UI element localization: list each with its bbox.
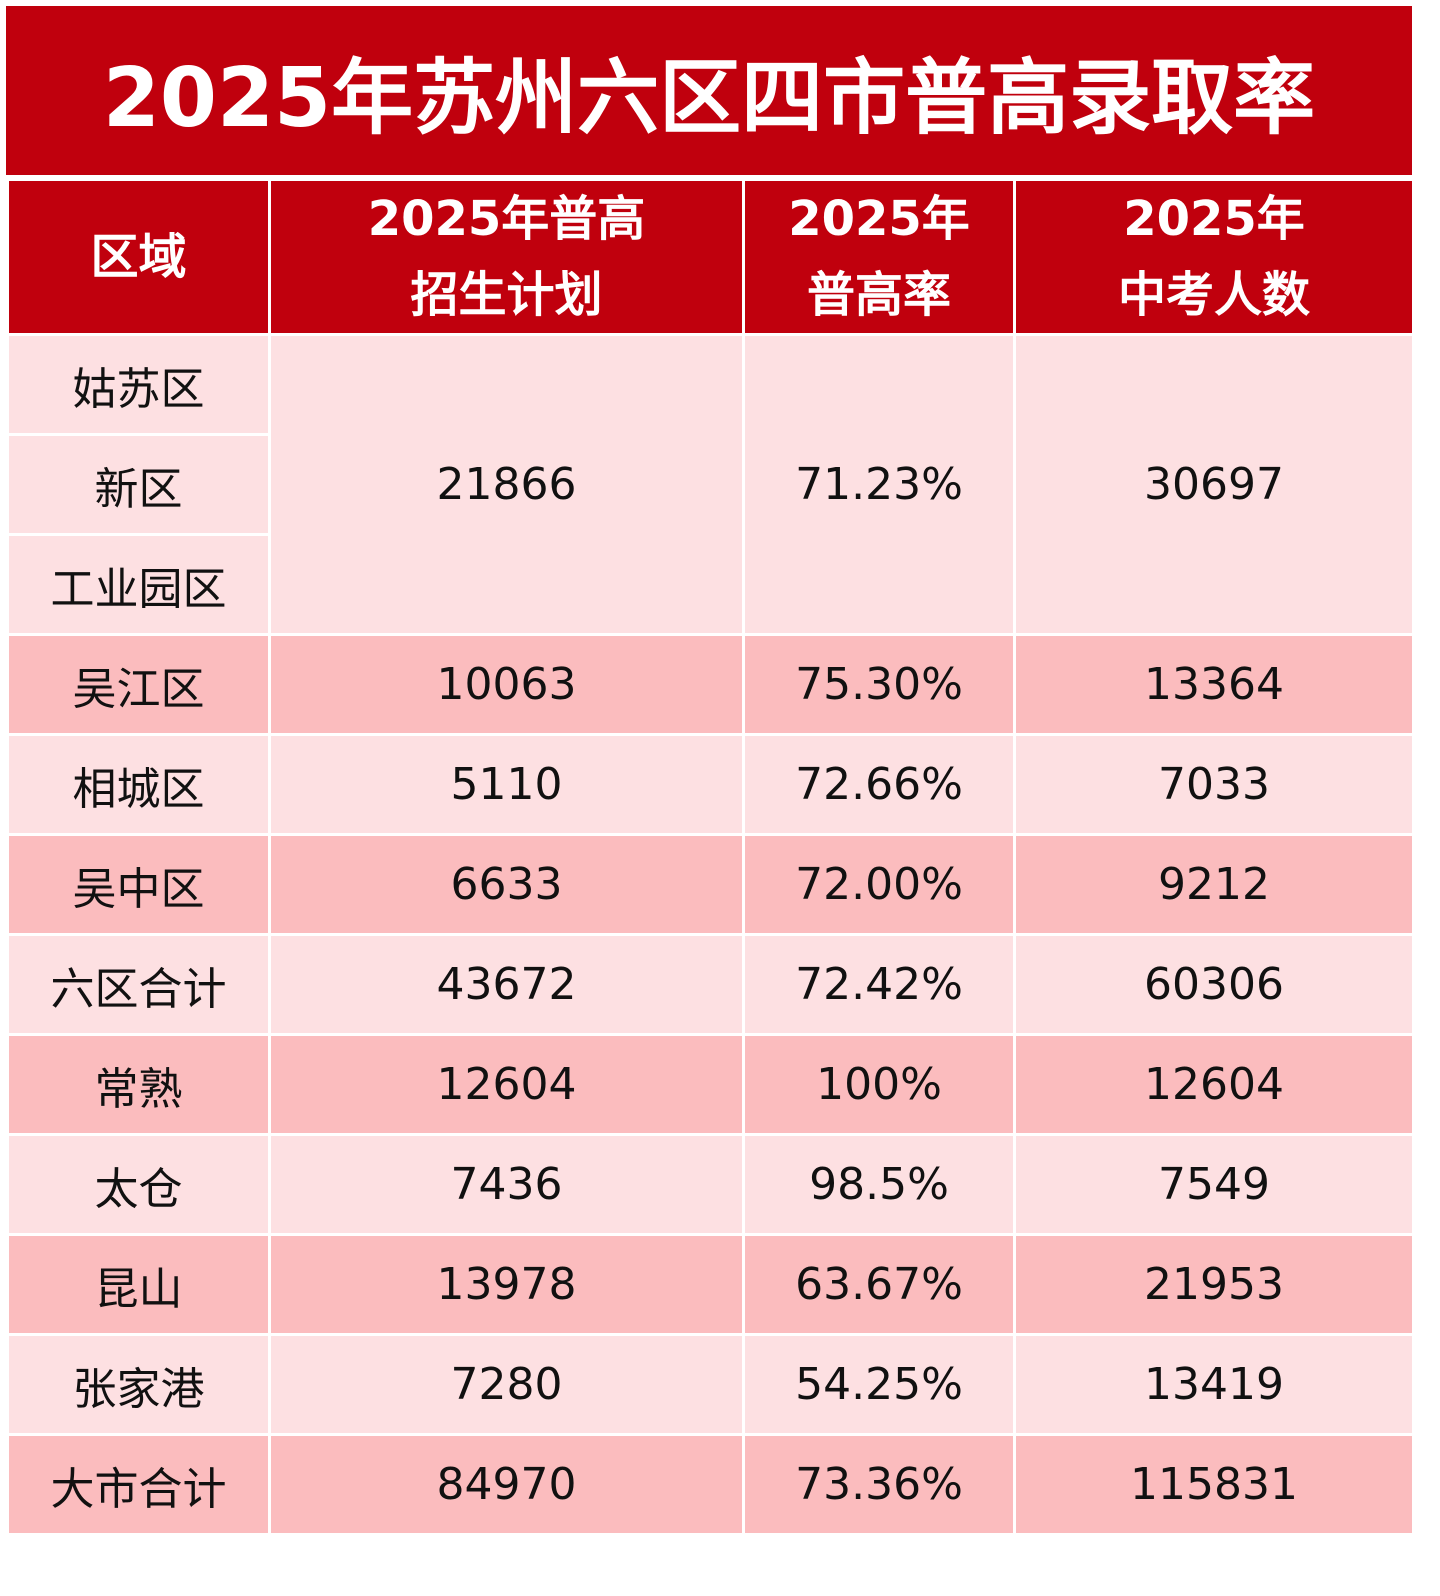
value-cell: 115831 bbox=[1013, 1433, 1415, 1536]
value-cell: 13978 bbox=[268, 1233, 745, 1336]
region-cell: 工业园区 bbox=[6, 533, 271, 636]
column-header: 2025年普高 招生计划 bbox=[268, 178, 745, 336]
title: 2025年苏州六区四市普高录取率 bbox=[6, 6, 1412, 178]
region-cell: 相城区 bbox=[6, 733, 271, 836]
value-cell: 60306 bbox=[1013, 933, 1415, 1036]
header-line: 区域 bbox=[90, 229, 187, 285]
value-cell: 7549 bbox=[1013, 1133, 1415, 1236]
value-cell: 72.00% bbox=[742, 833, 1016, 936]
value-cell: 73.36% bbox=[742, 1433, 1016, 1536]
region-cell: 太仓 bbox=[6, 1133, 271, 1236]
value-cell: 7436 bbox=[268, 1133, 745, 1236]
value-cell: 12604 bbox=[1013, 1033, 1415, 1136]
region-cell: 昆山 bbox=[6, 1233, 271, 1336]
region-cell: 新区 bbox=[6, 433, 271, 536]
table-row: 张家港 7280 54.25% 13419 bbox=[6, 1333, 1415, 1436]
column-header: 区域 bbox=[6, 178, 271, 336]
region-cell: 大市合计 bbox=[6, 1433, 271, 1536]
header-line: 招生计划 bbox=[410, 267, 603, 323]
value-cell: 21866 bbox=[268, 333, 745, 636]
value-cell: 30697 bbox=[1013, 333, 1415, 636]
header-row: 区域 2025年普高 招生计划 2025年 普高率 2025年 中考人数 bbox=[6, 178, 1415, 336]
header-line: 普高率 bbox=[806, 267, 951, 323]
value-cell: 5110 bbox=[268, 733, 745, 836]
value-cell: 75.30% bbox=[742, 633, 1016, 736]
region-cell: 姑苏区 bbox=[6, 333, 271, 436]
value-cell: 71.23% bbox=[742, 333, 1016, 636]
value-cell: 21953 bbox=[1013, 1233, 1415, 1336]
column-header: 2025年普高率 bbox=[742, 178, 1016, 336]
table-row: 太仓 7436 98.5% 7549 bbox=[6, 1133, 1415, 1236]
header-line: 中考人数 bbox=[1117, 267, 1310, 323]
header-line: 2025年 bbox=[788, 191, 970, 247]
column-header: 2025年中考人数 bbox=[1013, 178, 1415, 336]
value-cell: 9212 bbox=[1013, 833, 1415, 936]
value-cell: 7280 bbox=[268, 1333, 745, 1436]
table-row: 姑苏区 21866 71.23% 30697 bbox=[6, 333, 1415, 636]
table-row: 吴中区 6633 72.00% 9212 bbox=[6, 833, 1415, 936]
table-container: 2025年苏州六区四市普高录取率 区域 2025年普高 招生计划 2025年 普高率 20… bbox=[6, 6, 1415, 1536]
value-cell: 72.42% bbox=[742, 933, 1016, 1036]
value-cell: 72.66% bbox=[742, 733, 1016, 836]
value-cell: 7033 bbox=[1013, 733, 1415, 836]
table-row: 吴江区 10063 75.30% 13364 bbox=[6, 633, 1415, 736]
value-cell: 84970 bbox=[268, 1433, 745, 1536]
value-cell: 63.67% bbox=[742, 1233, 1016, 1336]
table-row: 大市合计 84970 73.36% 115831 bbox=[6, 1433, 1415, 1536]
region-cell: 吴江区 bbox=[6, 633, 271, 736]
value-cell: 43672 bbox=[268, 933, 745, 1036]
region-cell: 张家港 bbox=[6, 1333, 271, 1436]
header-line: 2025年 bbox=[1123, 191, 1305, 247]
region-cell: 常熟 bbox=[6, 1033, 271, 1136]
value-cell: 54.25% bbox=[742, 1333, 1016, 1436]
value-cell: 6633 bbox=[268, 833, 745, 936]
value-cell: 98.5% bbox=[742, 1133, 1016, 1236]
table-row: 昆山 13978 63.67% 21953 bbox=[6, 1233, 1415, 1336]
table-row: 六区合计 43672 72.42% 60306 bbox=[6, 933, 1415, 1036]
value-cell: 13364 bbox=[1013, 633, 1415, 736]
value-cell: 100% bbox=[742, 1033, 1016, 1136]
data-table: 区域 2025年普高 招生计划 2025年 普高率 2025年 中考人数 姑苏区 21866 7… bbox=[6, 178, 1415, 1536]
region-cell: 六区合计 bbox=[6, 933, 271, 1036]
header-line: 2025年普高 bbox=[367, 191, 646, 247]
region-cell: 吴中区 bbox=[6, 833, 271, 936]
table-row: 相城区 5110 72.66% 7033 bbox=[6, 733, 1415, 836]
value-cell: 12604 bbox=[268, 1033, 745, 1136]
value-cell: 10063 bbox=[268, 633, 745, 736]
value-cell: 13419 bbox=[1013, 1333, 1415, 1436]
table-row: 常熟 12604 100% 12604 bbox=[6, 1033, 1415, 1136]
